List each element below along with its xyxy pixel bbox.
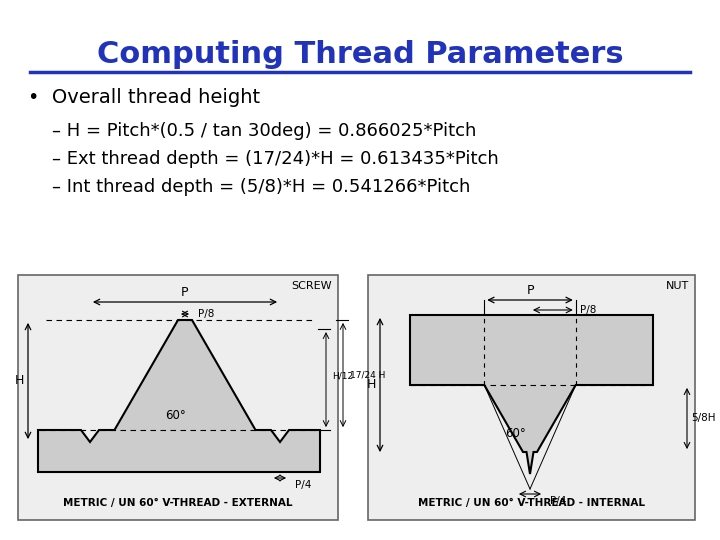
- Text: 60°: 60°: [505, 427, 526, 440]
- Text: P/4: P/4: [295, 480, 311, 490]
- Text: •  Overall thread height: • Overall thread height: [28, 88, 260, 107]
- Text: NUT: NUT: [666, 281, 689, 291]
- Text: – H = Pitch*(0.5 / tan 30deg) = 0.866025*Pitch: – H = Pitch*(0.5 / tan 30deg) = 0.866025…: [52, 122, 477, 140]
- Text: H: H: [14, 375, 24, 388]
- Text: 17/24 H: 17/24 H: [350, 370, 385, 380]
- Text: – Int thread depth = (5/8)*H = 0.541266*Pitch: – Int thread depth = (5/8)*H = 0.541266*…: [52, 178, 470, 196]
- Text: 60°: 60°: [165, 409, 185, 422]
- Text: P/8: P/8: [198, 309, 215, 319]
- Polygon shape: [38, 320, 320, 472]
- Text: 5/8H: 5/8H: [691, 414, 716, 423]
- Text: METRIC / UN 60° V-THREAD - EXTERNAL: METRIC / UN 60° V-THREAD - EXTERNAL: [63, 498, 293, 508]
- Text: P/8: P/8: [580, 305, 596, 315]
- Text: SCREW: SCREW: [292, 281, 332, 291]
- Text: METRIC / UN 60° V-THREAD - INTERNAL: METRIC / UN 60° V-THREAD - INTERNAL: [418, 498, 645, 508]
- Text: H/12: H/12: [332, 371, 353, 380]
- Text: Computing Thread Parameters: Computing Thread Parameters: [96, 40, 624, 69]
- Text: – Ext thread depth = (17/24)*H = 0.613435*Pitch: – Ext thread depth = (17/24)*H = 0.61343…: [52, 150, 499, 168]
- Text: P: P: [181, 286, 189, 299]
- Bar: [18, 275, 338, 520]
- Text: P: P: [526, 284, 534, 297]
- Bar: [368, 275, 695, 520]
- Polygon shape: [410, 315, 653, 474]
- Text: P/4: P/4: [550, 496, 567, 506]
- Text: H: H: [366, 379, 376, 392]
